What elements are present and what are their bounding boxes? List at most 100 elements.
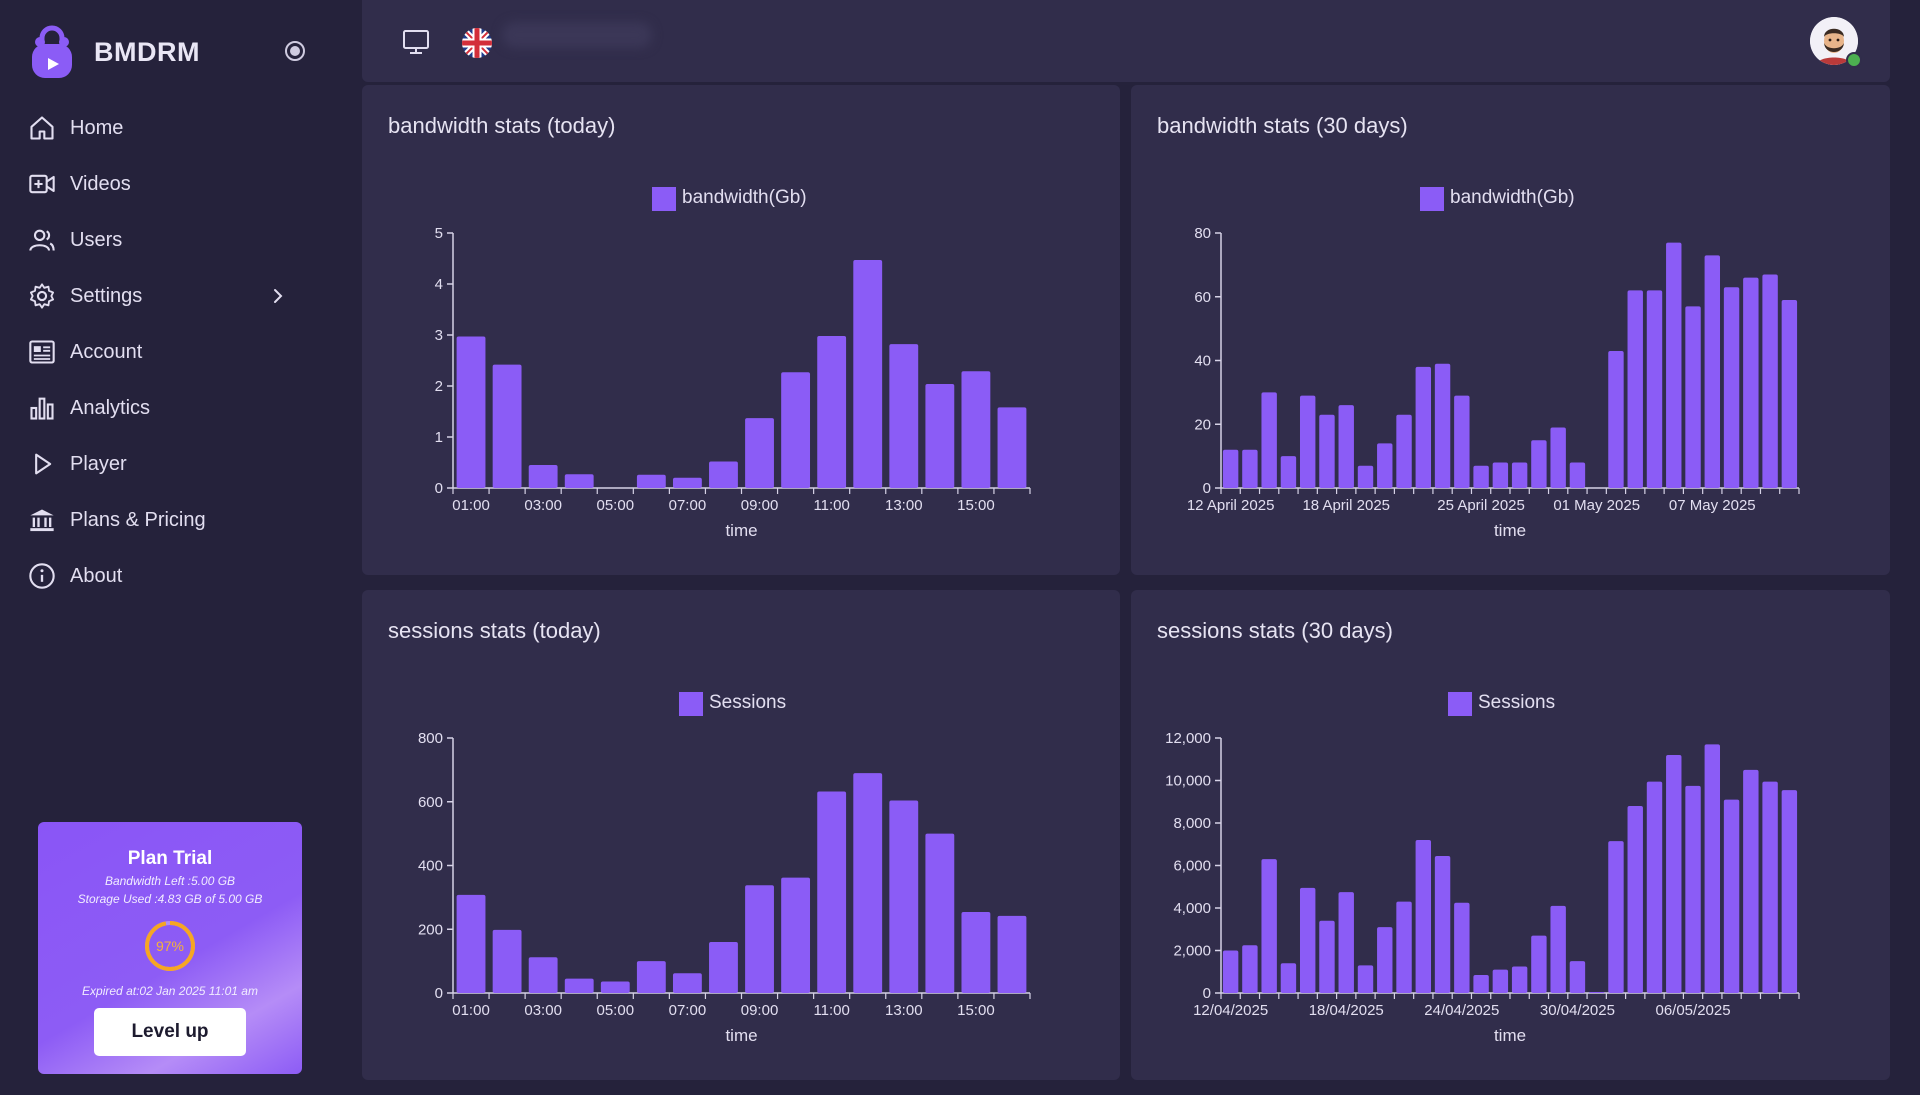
chart-bar[interactable] xyxy=(1646,781,1663,993)
chart-bar[interactable] xyxy=(1492,969,1509,993)
chart-bar[interactable] xyxy=(997,915,1027,993)
chart-bar[interactable] xyxy=(600,981,630,993)
legend-swatch[interactable] xyxy=(1420,187,1444,211)
chart-bar[interactable] xyxy=(1704,744,1721,993)
chart-bar[interactable] xyxy=(1434,363,1451,488)
chart-bar[interactable] xyxy=(1434,855,1451,993)
chart-bar[interactable] xyxy=(528,957,558,993)
brand[interactable]: BMDRM xyxy=(30,24,200,80)
chart-bar[interactable] xyxy=(1685,306,1701,488)
chart-bar[interactable] xyxy=(1454,902,1470,993)
chart-bar[interactable] xyxy=(1762,781,1778,993)
chart-bar[interactable] xyxy=(1569,961,1586,993)
chart-bar[interactable] xyxy=(853,260,883,488)
chart-bar[interactable] xyxy=(1299,395,1316,488)
chart-bar[interactable] xyxy=(817,791,847,993)
chart-bar[interactable] xyxy=(745,418,774,488)
chart-bar[interactable] xyxy=(1685,785,1701,993)
chart-bar[interactable] xyxy=(1377,927,1393,993)
legend-swatch[interactable] xyxy=(679,692,703,716)
chart-bar[interactable] xyxy=(1473,974,1489,993)
chart-bar[interactable] xyxy=(1222,950,1239,994)
chart-bar[interactable] xyxy=(1492,462,1509,489)
chart-bar[interactable] xyxy=(1723,287,1740,488)
chart-bar[interactable] xyxy=(1338,892,1354,993)
avatar[interactable] xyxy=(1810,17,1858,65)
chart-bar[interactable] xyxy=(1588,991,1605,993)
chart-bar[interactable] xyxy=(1743,769,1759,993)
chart-bar[interactable] xyxy=(1319,920,1335,993)
sidebar-item-about[interactable]: About xyxy=(0,548,345,604)
chart-bar[interactable] xyxy=(636,961,666,993)
chart-bar[interactable] xyxy=(1222,449,1239,488)
chart-bar[interactable] xyxy=(636,474,666,488)
chart-bar[interactable] xyxy=(997,407,1027,488)
sidebar-item-player[interactable]: Player xyxy=(0,436,345,492)
sidebar-item-plans-pricing[interactable]: Plans & Pricing xyxy=(0,492,345,548)
chart-bar[interactable] xyxy=(1666,755,1682,993)
chart-bar[interactable] xyxy=(889,344,919,488)
sidebar-item-account[interactable]: Account xyxy=(0,324,345,380)
chart-bar[interactable] xyxy=(1550,427,1566,488)
chart-bar[interactable] xyxy=(1550,905,1566,993)
chart-bar[interactable] xyxy=(1377,443,1393,488)
sidebar-item-users[interactable]: Users xyxy=(0,212,345,268)
chart-bar[interactable] xyxy=(456,336,486,488)
chart-bar[interactable] xyxy=(1242,449,1258,488)
chart-bar[interactable] xyxy=(925,833,955,993)
chart-bar[interactable] xyxy=(961,912,991,993)
chart-bar[interactable] xyxy=(528,465,558,488)
chart-bar[interactable] xyxy=(1242,945,1258,993)
chart-bar[interactable] xyxy=(1357,965,1374,993)
chart-bar[interactable] xyxy=(492,929,522,993)
chart-bar[interactable] xyxy=(1396,414,1412,488)
chart-bar[interactable] xyxy=(1511,462,1528,489)
chart-bar[interactable] xyxy=(1473,465,1489,488)
chart-bar[interactable] xyxy=(456,894,486,993)
chart-bar[interactable] xyxy=(853,773,883,993)
chart-bar[interactable] xyxy=(1743,277,1759,488)
chart-bar[interactable] xyxy=(672,973,702,993)
chart-bar[interactable] xyxy=(1280,963,1297,993)
chart-bar[interactable] xyxy=(1531,440,1547,488)
chart-bar[interactable] xyxy=(709,942,738,993)
chart-bar[interactable] xyxy=(1608,350,1624,488)
chart-bar[interactable] xyxy=(709,461,738,488)
chart-bar[interactable] xyxy=(1608,841,1624,993)
chart-bar[interactable] xyxy=(1415,840,1432,993)
chart-bar[interactable] xyxy=(564,978,594,993)
chart-bar[interactable] xyxy=(564,474,594,488)
chart-bar[interactable] xyxy=(1261,392,1277,488)
chart-bar[interactable] xyxy=(1299,887,1316,993)
sidebar-item-analytics[interactable]: Analytics xyxy=(0,380,345,436)
chart-bar[interactable] xyxy=(1357,465,1374,488)
chart-bar[interactable] xyxy=(1627,290,1643,488)
chart-bar[interactable] xyxy=(1646,290,1663,488)
sidebar-item-home[interactable]: Home xyxy=(0,100,345,156)
chart-bar[interactable] xyxy=(1704,255,1721,488)
chart-bar[interactable] xyxy=(817,336,847,488)
chart-bar[interactable] xyxy=(1454,395,1470,488)
chart-bar[interactable] xyxy=(672,477,702,488)
chart-bar[interactable] xyxy=(1415,366,1432,488)
chart-bar[interactable] xyxy=(1781,299,1798,488)
legend-swatch[interactable] xyxy=(652,187,676,211)
monitor-icon[interactable] xyxy=(402,28,430,56)
uk-flag-icon[interactable] xyxy=(462,28,492,58)
chart-bar[interactable] xyxy=(1511,966,1528,993)
legend-swatch[interactable] xyxy=(1448,692,1472,716)
sidebar-toggle-icon[interactable] xyxy=(284,40,306,62)
chart-bar[interactable] xyxy=(889,800,919,993)
chart-bar[interactable] xyxy=(1531,935,1547,993)
chart-bar[interactable] xyxy=(492,364,522,488)
sidebar-item-settings[interactable]: Settings xyxy=(0,268,345,324)
chart-bar[interactable] xyxy=(781,877,811,993)
level-up-button[interactable]: Level up xyxy=(94,1008,246,1056)
chart-bar[interactable] xyxy=(961,371,991,488)
chart-bar[interactable] xyxy=(1280,456,1297,488)
chart-bar[interactable] xyxy=(1261,859,1277,993)
chart-bar[interactable] xyxy=(1627,806,1643,993)
chart-bar[interactable] xyxy=(925,383,955,488)
chart-bar[interactable] xyxy=(1781,790,1798,993)
chart-bar[interactable] xyxy=(1762,274,1778,488)
